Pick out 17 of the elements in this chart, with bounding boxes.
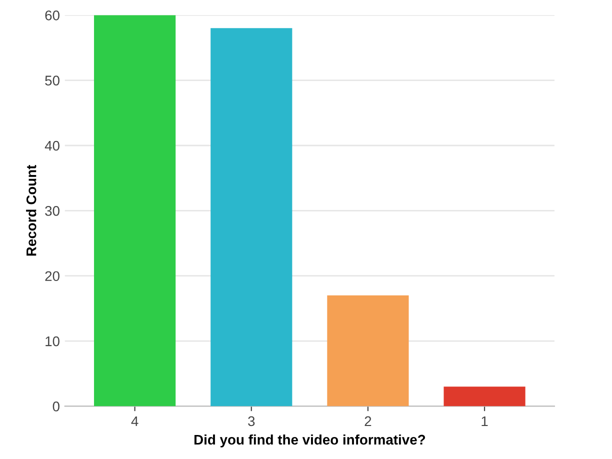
x-tick-label: 2 [364, 416, 372, 426]
x-tick-label: 1 [482, 416, 488, 426]
x-tick-label: 4 [131, 416, 138, 426]
x-tick-label: 3 [248, 416, 255, 426]
bar [327, 295, 409, 406]
bar [94, 15, 176, 406]
y-tick-label: 10 [46, 336, 60, 346]
x-axis-title: Did you find the video informative? [194, 434, 426, 448]
y-axis-title: Record Count [26, 164, 36, 256]
bar [444, 386, 526, 406]
y-tick-label: 60 [45, 10, 60, 20]
y-tick-label: 30 [45, 206, 60, 216]
y-tick-label: 50 [45, 76, 60, 86]
y-tick-label: 40 [44, 140, 60, 151]
y-tick-label: 0 [52, 402, 60, 412]
y-tick-label: 20 [45, 271, 60, 282]
bar [210, 28, 292, 406]
